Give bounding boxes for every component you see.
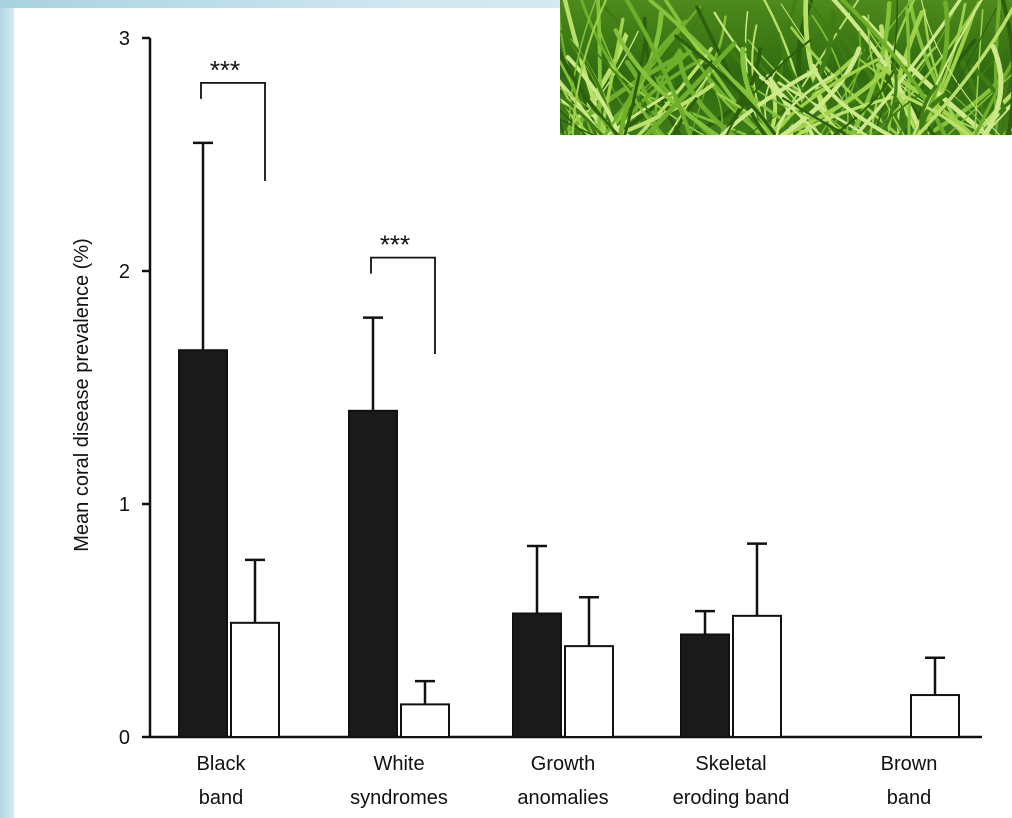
significance-label: ***	[380, 230, 410, 260]
bar-light	[564, 645, 614, 739]
bar-light	[230, 621, 280, 739]
significance-label: ***	[210, 55, 240, 85]
bar-light	[732, 614, 782, 739]
bar-dark	[680, 633, 730, 738]
y-tick-label: 1	[119, 494, 130, 516]
x-category-label: Black	[197, 753, 247, 775]
x-category-label: Growth	[531, 753, 595, 775]
y-tick-label: 0	[119, 727, 130, 749]
chart-bars	[178, 81, 960, 739]
significance-bracket	[200, 81, 266, 181]
x-category-label: band	[887, 787, 932, 809]
chart-labels: 0 1 2 3 *** *** Black band White syndromes Growth a…	[119, 28, 937, 809]
y-axis-label: Mean coral disease prevalence (%)	[71, 238, 93, 552]
bar-light	[400, 703, 450, 739]
y-tick-label: 3	[119, 28, 130, 50]
bar-light	[910, 694, 960, 738]
grass-photo	[560, 0, 1012, 135]
bar-dark	[348, 409, 398, 738]
x-category-label: anomalies	[517, 787, 608, 809]
top-decorative-strip	[0, 0, 1012, 8]
x-category-label: White	[373, 753, 424, 775]
bar-dark	[512, 612, 562, 739]
x-category-label: eroding band	[673, 787, 790, 809]
x-category-label: Skeletal	[695, 753, 766, 775]
grass-photo-image	[560, 0, 1012, 135]
y-tick-label: 2	[119, 261, 130, 283]
significance-bracket	[370, 256, 436, 354]
bar-dark	[178, 349, 228, 738]
x-category-label: syndromes	[350, 787, 448, 809]
x-category-label: Brown	[881, 753, 938, 775]
x-category-label: band	[199, 787, 244, 809]
